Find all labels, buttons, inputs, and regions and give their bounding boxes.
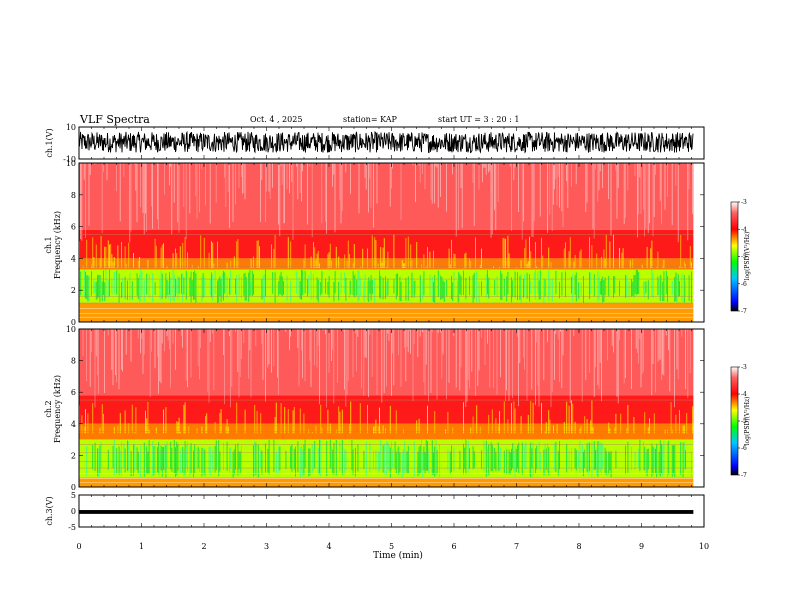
ch1-colorbar-label: log(PSD)(V²/Hz)	[744, 232, 751, 281]
ch1-colorbar-tick-label: -4	[741, 226, 747, 233]
x-tick-label: 9	[639, 542, 644, 551]
ch3-y-tick-label: 5	[71, 491, 76, 500]
ch1-spectrogram-y-tick-label: 4	[71, 254, 76, 263]
ch1-spectrogram-y-tick-label: 2	[71, 286, 76, 295]
ch2-frequency-axis-label: Frequency (kHz)	[53, 375, 62, 443]
ch1-y-tick-label: -10	[63, 155, 76, 164]
ch1-spectrogram-high-band	[79, 163, 694, 230]
x-tick-label: 4	[326, 542, 331, 551]
ch3-voltage-axis-label: ch.3(V)	[45, 496, 54, 525]
ch2-spectrogram-y-tick-label: 2	[71, 451, 76, 460]
ch2-spectrogram-interference-lines	[79, 399, 694, 483]
ch1-spectrogram-mid-band	[79, 258, 694, 270]
x-tick-label: 5	[389, 542, 394, 551]
ch1-waveform-trace	[78, 130, 694, 154]
ch1-frequency-axis-label: Frequency (kHz)	[53, 211, 62, 279]
station-label: station= KAP	[343, 115, 398, 124]
ch1-colorbar-tick-label: -5	[741, 254, 747, 261]
ch3-waveform-panel: 5 0 -5 0 1 2 3 4 5 6 7 8 9 10	[68, 491, 709, 551]
ch2-spectrogram-panel: 0 2 4 6 8 10	[66, 325, 705, 492]
x-tick-label: 6	[451, 542, 456, 551]
ch2-spectrogram-y-tick-label: 4	[71, 420, 76, 429]
x-tick-label: 10	[699, 542, 709, 551]
figure-title: VLF Spectra	[79, 113, 150, 126]
x-tick-label: 7	[514, 542, 519, 551]
ch1-spectrogram-y-tick-label: 8	[71, 191, 76, 200]
ch2-spectrogram-channel-label: ch.2	[44, 400, 53, 417]
ch1-spectrogram-y-tick-label: 10	[66, 159, 76, 168]
ch1-y-tick-label: 10	[66, 123, 76, 132]
ch2-colorbar-tick-label: -7	[741, 472, 747, 479]
ch2-spectrogram-y-tick-label: 10	[66, 325, 76, 334]
ch1-spectrogram-interference-lines	[79, 234, 694, 318]
ch1-spectrogram-y-tick-label: 0	[71, 318, 76, 327]
x-tick-label: 8	[576, 542, 581, 551]
ch3-waveform-trace	[79, 510, 694, 514]
ch1-colorbar-gradient	[730, 201, 739, 312]
ch2-colorbar-tick-label: -5	[741, 418, 747, 425]
ch2-spectrogram-y-tick-label: 6	[71, 388, 76, 397]
ch2-spectrogram-y-tick-label: 0	[71, 483, 76, 492]
ch1-colorbar-tick-label: -7	[741, 308, 747, 315]
ch2-spectrogram-low-band	[79, 439, 694, 478]
x-tick-label: 2	[201, 542, 206, 551]
ch1-colorbar-tick-label: -6	[741, 281, 747, 288]
ch2-colorbar-label: log(PSD)(V²/Hz)	[744, 397, 751, 446]
ch2-colorbar: -3 -4 -5 -6 -7	[730, 364, 747, 479]
x-tick-label: 0	[76, 542, 81, 551]
ch1-colorbar-tick-label: -3	[741, 199, 747, 206]
ch1-spectrogram-upper-mid-band	[79, 229, 694, 259]
time-axis-label: Time (min)	[373, 550, 423, 561]
ch1-spectrogram-channel-label: ch.1	[44, 236, 53, 253]
ch2-spectrogram-high-band	[79, 329, 694, 396]
ch3-y-tick-label: -5	[68, 523, 76, 532]
ch1-spectrogram-base-band	[79, 302, 694, 322]
ch1-spectrogram-panel: 0 2 4 6 8 10	[66, 159, 705, 327]
ch2-colorbar-tick-label: -3	[741, 364, 747, 371]
ch3-y-tick-label: 0	[71, 507, 76, 516]
ch1-voltage-axis-label: ch.1(V)	[45, 128, 54, 157]
ch2-colorbar-tick-label: -6	[741, 445, 747, 452]
ch2-spectrogram-y-tick-label: 8	[71, 357, 76, 366]
start-time-label: start UT = 3 : 20 : 1	[438, 115, 519, 124]
ch1-waveform-panel: 10 -10	[63, 123, 705, 164]
x-tick-label: 3	[264, 542, 269, 551]
ch2-colorbar-gradient	[730, 366, 739, 476]
date-label: Oct. 4 , 2025	[250, 115, 302, 124]
ch1-spectrogram-striations	[79, 163, 693, 303]
ch1-colorbar: -3 -4 -5 -6 -7	[730, 199, 747, 315]
ch2-colorbar-tick-label: -4	[741, 391, 747, 398]
ch1-spectrogram-y-tick-label: 6	[71, 223, 76, 232]
x-tick-label: 1	[139, 542, 144, 551]
